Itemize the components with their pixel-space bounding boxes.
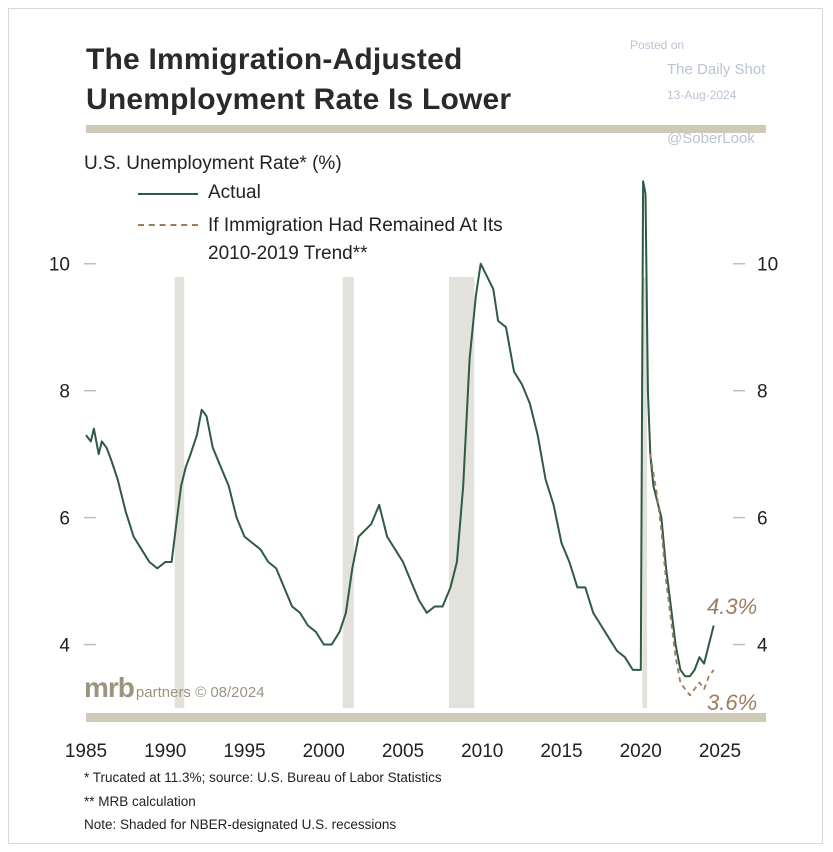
legend-actual-swatch [138, 193, 198, 195]
watermark-posted-on: Posted on [630, 38, 685, 52]
mrb-partners-logo: mrb partners © 08/2024 [84, 672, 265, 704]
x-tick-label-2015: 2015 [540, 741, 582, 762]
callout-actual-last: 4.3% [707, 594, 758, 619]
x-tick-label-1985: 1985 [65, 741, 107, 762]
title-rule [86, 125, 766, 133]
y-tick-label-right-4: 4 [757, 636, 768, 657]
footnote-mrb: ** MRB calculation [84, 794, 196, 809]
x-tick-label-2020: 2020 [620, 741, 662, 762]
series-line-actual [85, 180, 715, 678]
chart-title: The Immigration-Adjusted Unemployment Ra… [86, 40, 511, 120]
x-tick-label-2000: 2000 [303, 741, 345, 762]
watermark-source: The Daily Shot [667, 61, 766, 78]
legend-counterfactual-swatch [138, 224, 198, 226]
mrb-logo-text: partners © 08/2024 [135, 684, 265, 701]
chart-subtitle: U.S. Unemployment Rate* (%) [84, 153, 342, 174]
x-tick-label-1990: 1990 [144, 741, 186, 762]
mrb-logo-mark: mrb [84, 672, 135, 703]
recession-band-3 [642, 277, 648, 708]
footnote-recessions: Note: Shaded for NBER-designated U.S. re… [84, 817, 397, 832]
legend-actual-label: Actual [208, 182, 261, 203]
x-tick-label-2005: 2005 [382, 741, 424, 762]
footnote-source: * Trucated at 11.3%; source: U.S. Bureau… [84, 770, 442, 785]
y-tick-label-left-4: 4 [59, 636, 70, 657]
y-tick-label-left-10: 10 [49, 255, 70, 276]
watermark-handle: @SoberLook [667, 130, 755, 147]
callout-counterfactual-last: 3.6% [707, 690, 758, 715]
x-tick-label-2010: 2010 [461, 741, 503, 762]
legend-counterfactual-label: If Immigration Had Remained At Its 2010-… [208, 215, 503, 264]
series-line-counterfactual [649, 453, 715, 697]
x-tick-label-2025: 2025 [699, 741, 741, 762]
recession-band-1 [342, 277, 354, 708]
y-tick-label-right-10: 10 [757, 255, 778, 276]
chart-frame [8, 8, 823, 844]
watermark-date: 13-Aug-2024 [667, 88, 737, 102]
y-tick-label-left-6: 6 [59, 509, 70, 530]
y-tick-label-right-6: 6 [757, 509, 768, 530]
y-tick-label-right-8: 8 [757, 382, 768, 403]
x-axis-rule [86, 713, 766, 722]
y-tick-label-left-8: 8 [59, 382, 70, 403]
title-line-2: Unemployment Rate Is Lower [86, 83, 512, 116]
x-tick-label-1995: 1995 [223, 741, 265, 762]
title-line-1: The Immigration-Adjusted [86, 43, 463, 76]
